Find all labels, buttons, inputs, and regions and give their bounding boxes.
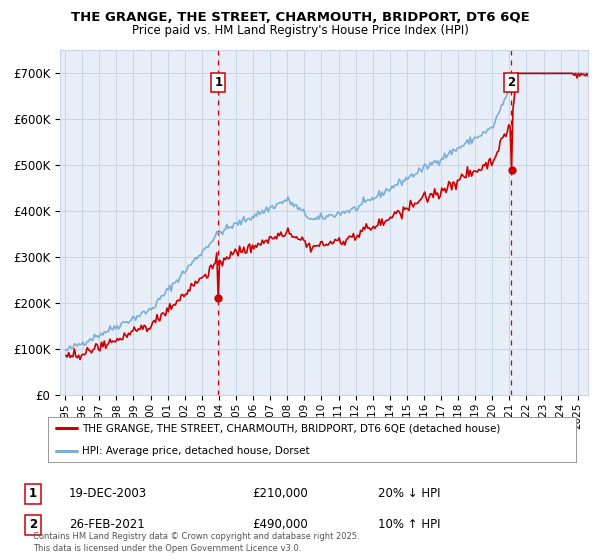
Text: £490,000: £490,000 xyxy=(252,518,308,531)
Text: 1: 1 xyxy=(214,76,223,89)
Text: 1: 1 xyxy=(29,487,37,501)
Text: Contains HM Land Registry data © Crown copyright and database right 2025.
This d: Contains HM Land Registry data © Crown c… xyxy=(33,533,359,553)
Text: THE GRANGE, THE STREET, CHARMOUTH, BRIDPORT, DT6 6QE: THE GRANGE, THE STREET, CHARMOUTH, BRIDP… xyxy=(71,11,529,24)
Text: 2: 2 xyxy=(508,76,515,89)
Text: 2: 2 xyxy=(29,518,37,531)
Text: 20% ↓ HPI: 20% ↓ HPI xyxy=(378,487,440,501)
Text: HPI: Average price, detached house, Dorset: HPI: Average price, detached house, Dors… xyxy=(82,446,310,456)
Text: £210,000: £210,000 xyxy=(252,487,308,501)
Text: 19-DEC-2003: 19-DEC-2003 xyxy=(69,487,147,501)
Text: THE GRANGE, THE STREET, CHARMOUTH, BRIDPORT, DT6 6QE (detached house): THE GRANGE, THE STREET, CHARMOUTH, BRIDP… xyxy=(82,423,500,433)
Text: 26-FEB-2021: 26-FEB-2021 xyxy=(69,518,145,531)
Text: 10% ↑ HPI: 10% ↑ HPI xyxy=(378,518,440,531)
Text: Price paid vs. HM Land Registry's House Price Index (HPI): Price paid vs. HM Land Registry's House … xyxy=(131,24,469,36)
